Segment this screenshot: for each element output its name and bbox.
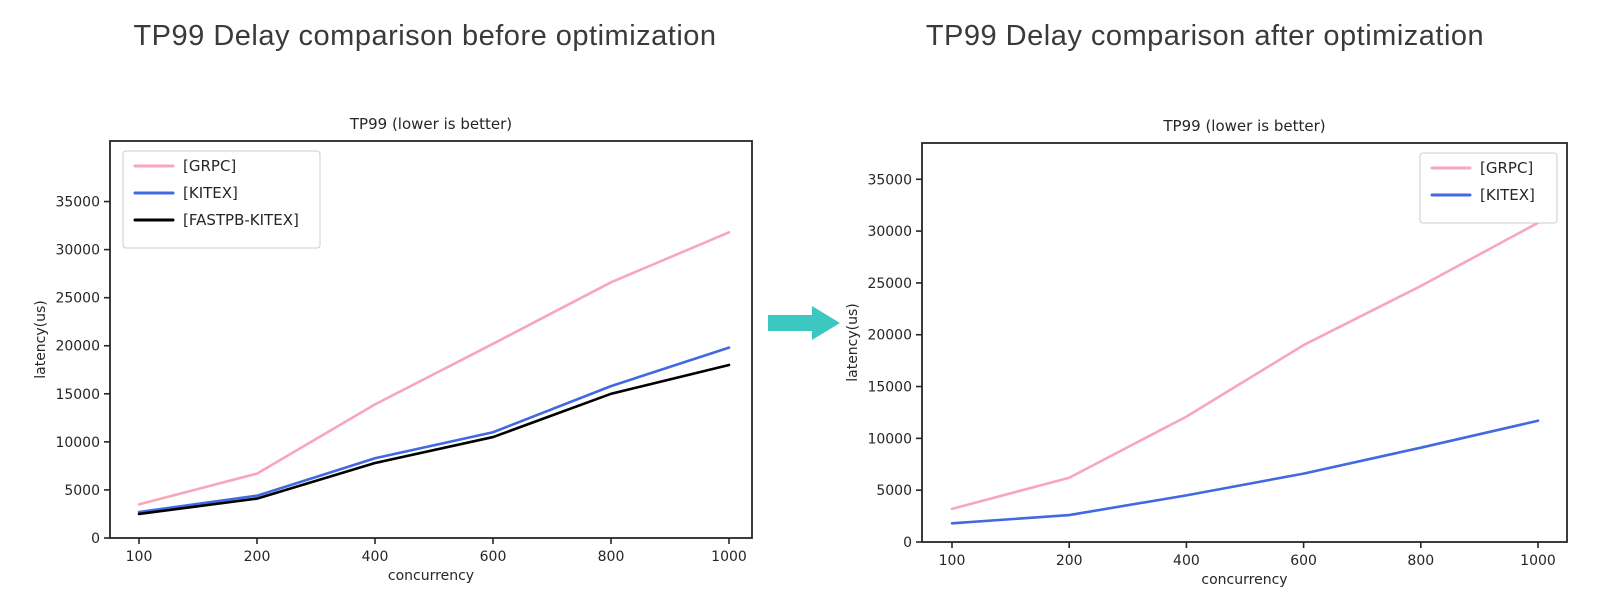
chart-before: 0 5000 10000 15000 20000 25000 30000 35000 100 20… [33, 115, 753, 584]
series-line-kitex [137, 346, 731, 514]
chart-title: TP99 (lower is better) [349, 115, 512, 133]
y-tick-label: 35000 [55, 195, 100, 211]
y-tick-label: 35000 [867, 172, 912, 188]
legend-entry-label: [KITEX] [1480, 186, 1535, 204]
x-tick-label: 400 [362, 549, 389, 565]
legend-entry-label: [KITEX] [183, 184, 238, 202]
x-tick-label: 800 [598, 549, 625, 565]
x-tick-label: 600 [1290, 553, 1317, 569]
y-tick-label: 0 [91, 531, 100, 547]
chart-title: TP99 (lower is better) [1162, 117, 1325, 135]
plot-frame [921, 142, 1568, 543]
chart-after: 0 5000 10000 15000 20000 25000 30000 35000 100 20… [845, 117, 1568, 588]
y-tick-label: 15000 [55, 387, 100, 403]
y-tick-label: 5000 [876, 483, 912, 499]
series-line-grpc [137, 231, 731, 506]
legend-entry-label: [FASTPB-KITEX] [183, 211, 299, 229]
y-tick-label: 25000 [55, 291, 100, 307]
legend-entry-label: [GRPC] [183, 157, 236, 175]
x-tick-label: 100 [126, 549, 153, 565]
y-axis-label: latency(us) [845, 303, 861, 382]
x-tick-label: 1000 [711, 549, 747, 565]
x-axis-label: concurrency [1201, 572, 1287, 588]
y-axis-label: latency(us) [33, 300, 49, 379]
x-tick-label: 400 [1173, 553, 1200, 569]
x-tick-label: 800 [1407, 553, 1434, 569]
series-line-grpc [950, 221, 1540, 511]
y-tick-label: 10000 [55, 435, 100, 451]
after-chart-heading: TP99 Delay comparison after optimization [925, 20, 1485, 52]
transition-right-arrow-icon [768, 306, 840, 340]
legend: [GRPC] [KITEX] [FASTPB-KITEX] [122, 150, 321, 249]
y-tick-label: 20000 [867, 328, 912, 344]
series-line-kitex [950, 419, 1540, 525]
legend-entry-label: [GRPC] [1480, 159, 1533, 177]
x-tick-label: 200 [1056, 553, 1083, 569]
legend-box [1419, 152, 1558, 224]
y-tick-label: 30000 [55, 243, 100, 259]
before-chart-heading: TP99 Delay comparison before optimizatio… [133, 20, 717, 52]
legend: [GRPC] [KITEX] [1419, 152, 1558, 224]
x-axis-label: concurrency [388, 568, 474, 584]
series-line-fastpb-kitex [137, 363, 731, 516]
x-tick-label: 200 [244, 549, 271, 565]
y-tick-label: 20000 [55, 339, 100, 355]
x-tick-label: 600 [480, 549, 507, 565]
plot-frame [109, 140, 753, 539]
y-tick-label: 30000 [867, 224, 912, 240]
y-tick-label: 5000 [64, 483, 100, 499]
y-tick-label: 10000 [867, 431, 912, 447]
y-tick-label: 0 [903, 535, 912, 551]
y-tick-label: 15000 [867, 380, 912, 396]
x-tick-label: 100 [939, 553, 966, 569]
x-tick-label: 1000 [1520, 553, 1556, 569]
legend-box [122, 150, 321, 249]
y-tick-label: 25000 [867, 276, 912, 292]
